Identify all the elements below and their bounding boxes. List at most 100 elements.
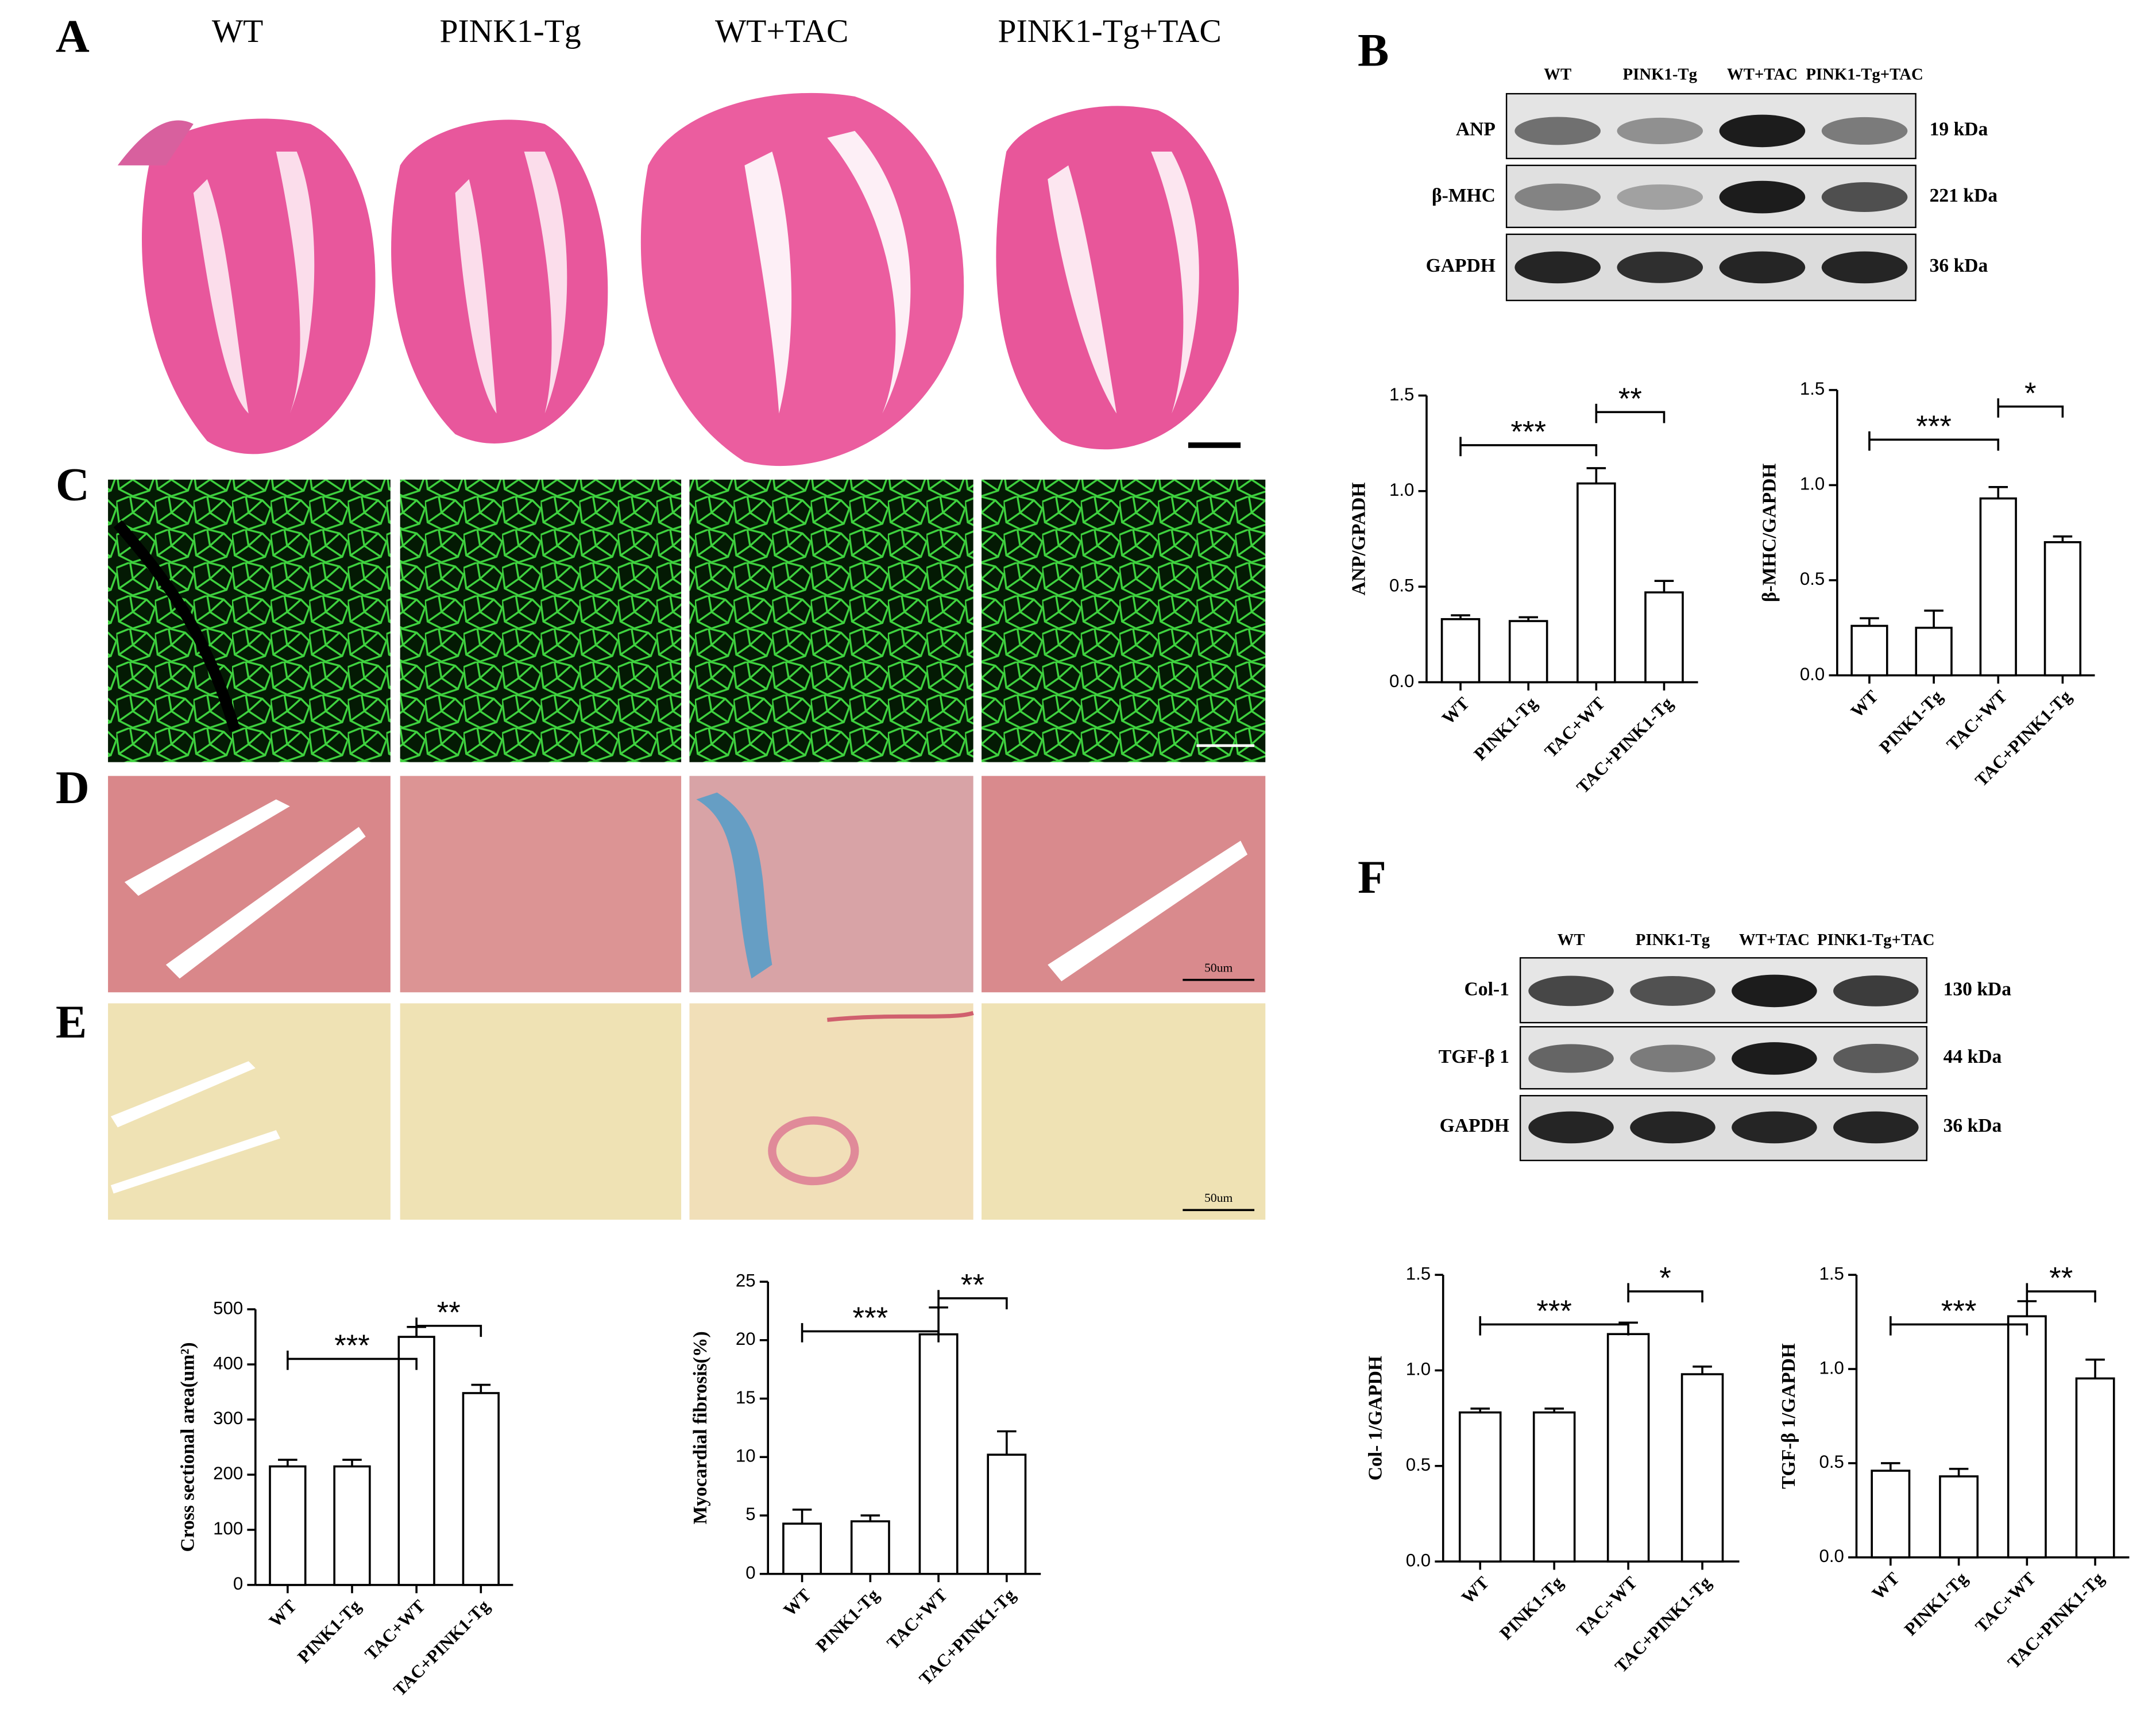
band	[1719, 251, 1806, 284]
significance-bracket	[1890, 1316, 2029, 1336]
y-tick-label: 0.5	[1819, 1452, 1844, 1472]
y-tick-label: 25	[736, 1270, 756, 1290]
bar	[2043, 541, 2082, 677]
y-axis-label: β-MHC/GAPDH	[1759, 463, 1780, 602]
bar	[850, 1520, 890, 1575]
error-bar	[1544, 1407, 1564, 1413]
panel-d-images	[108, 776, 1266, 993]
significance-bracket	[2026, 1283, 2096, 1303]
bar	[1979, 497, 2017, 677]
significance-label: ***	[334, 1329, 370, 1363]
significance-label: *	[1659, 1262, 1671, 1295]
y-tick-label: 1.5	[1389, 384, 1414, 404]
band	[1719, 180, 1806, 214]
x-tick-label: PINK1-Tg	[293, 1595, 365, 1667]
bar	[333, 1465, 371, 1586]
significance-bracket	[1997, 398, 2064, 418]
significance-label: **	[1618, 382, 1642, 416]
error-bar	[860, 1514, 880, 1522]
y-tick-label: 5	[745, 1504, 755, 1524]
x-tick-label: WT	[1438, 693, 1474, 728]
y-tick-label: 0	[233, 1574, 243, 1594]
y-tick-label: 1.0	[1406, 1359, 1431, 1379]
error-bar	[1924, 610, 1944, 628]
bar	[2007, 1315, 2047, 1559]
scale-label: 50um	[1204, 1191, 1232, 1205]
band	[1630, 1111, 1715, 1144]
group-title: PINK1-Tg	[439, 13, 581, 49]
bar	[1939, 1475, 1979, 1559]
significance-bracket	[1479, 1316, 1629, 1336]
x-tick-label: PINK1-Tg	[1875, 686, 1946, 757]
protein-label: β-MHC	[1432, 185, 1496, 206]
x-tick-label: TAC+WT	[361, 1596, 429, 1664]
error-bar	[2053, 535, 2073, 542]
significance-bracket	[287, 1351, 418, 1370]
band	[1528, 1111, 1614, 1144]
panel-label: B	[1358, 24, 1389, 76]
error-bar	[1586, 467, 1606, 484]
x-tick-label: TAC+WT	[1971, 1568, 2039, 1637]
x-tick-label: WT	[1846, 686, 1882, 722]
band	[1514, 117, 1601, 145]
error-bar	[2085, 1358, 2105, 1379]
significance-label: ***	[1536, 1294, 1572, 1328]
group-title: PINK1-Tg+TAC	[998, 13, 1222, 49]
y-axis-label: ANP/GPADH	[1349, 482, 1370, 595]
lane-label: WT+TAC	[1739, 931, 1810, 949]
y-tick-label: 0	[745, 1563, 755, 1583]
band	[1617, 117, 1703, 144]
y-tick-label: 1.5	[1800, 379, 1825, 399]
bar	[462, 1392, 500, 1586]
bar	[1644, 591, 1684, 684]
x-tick-label: WT	[265, 1596, 300, 1632]
x-tick-label: TAC+WT	[1572, 1572, 1641, 1641]
y-tick-label: 1.5	[1819, 1263, 1844, 1283]
x-tick-label: WT	[1868, 1568, 1903, 1604]
error-bar	[1860, 617, 1879, 626]
bar	[1871, 1470, 1911, 1559]
band	[1617, 184, 1703, 210]
y-tick-label: 0.0	[1389, 671, 1414, 691]
band	[1732, 1111, 1817, 1144]
band	[1528, 1044, 1614, 1073]
y-tick-label: 1.0	[1389, 480, 1414, 500]
band	[1821, 117, 1908, 145]
error-bar	[997, 1430, 1017, 1455]
protein-label: GAPDH	[1426, 255, 1496, 276]
panel-label: A	[56, 10, 90, 63]
band	[1528, 975, 1614, 1006]
band	[1833, 1044, 1919, 1073]
error-bar	[1988, 485, 2008, 499]
y-axis-label: Cross sectional area(um²)	[177, 1342, 198, 1552]
size-label: 36 kDa	[1930, 255, 1988, 276]
y-tick-label: 0.5	[1800, 569, 1825, 589]
band	[1833, 1111, 1919, 1144]
size-label: 36 kDa	[1944, 1115, 2002, 1136]
significance-label: ***	[1941, 1294, 1977, 1328]
error-bar	[929, 1306, 948, 1335]
bar	[1850, 624, 1888, 677]
panel-a-hearts	[117, 92, 1241, 466]
error-bar	[278, 1459, 297, 1467]
significance-label: **	[2049, 1262, 2073, 1295]
x-tick-label: PINK1-Tg	[812, 1584, 883, 1656]
y-tick-label: 1.5	[1406, 1263, 1431, 1283]
x-tick-label: WT	[779, 1584, 815, 1620]
error-bar	[342, 1459, 362, 1467]
bar	[2075, 1377, 2115, 1559]
y-tick-label: 500	[213, 1298, 243, 1318]
y-axis-label: Col- 1/GAPDH	[1365, 1356, 1386, 1480]
y-tick-label: 15	[736, 1387, 756, 1407]
band	[1732, 974, 1817, 1008]
panel-label: E	[56, 996, 87, 1048]
y-tick-label: 0.0	[1800, 664, 1825, 684]
lane-label: PINK1-Tg	[1623, 65, 1698, 84]
band	[1821, 251, 1908, 284]
error-bar	[1949, 1468, 1969, 1476]
x-tick-label: TAC+WT	[1942, 686, 2011, 754]
y-axis-label: Myocardial fibrosis(%)	[690, 1331, 711, 1524]
significance-bracket	[1868, 431, 2000, 451]
group-title: WT+TAC	[715, 13, 848, 49]
panel-label: D	[56, 761, 90, 813]
